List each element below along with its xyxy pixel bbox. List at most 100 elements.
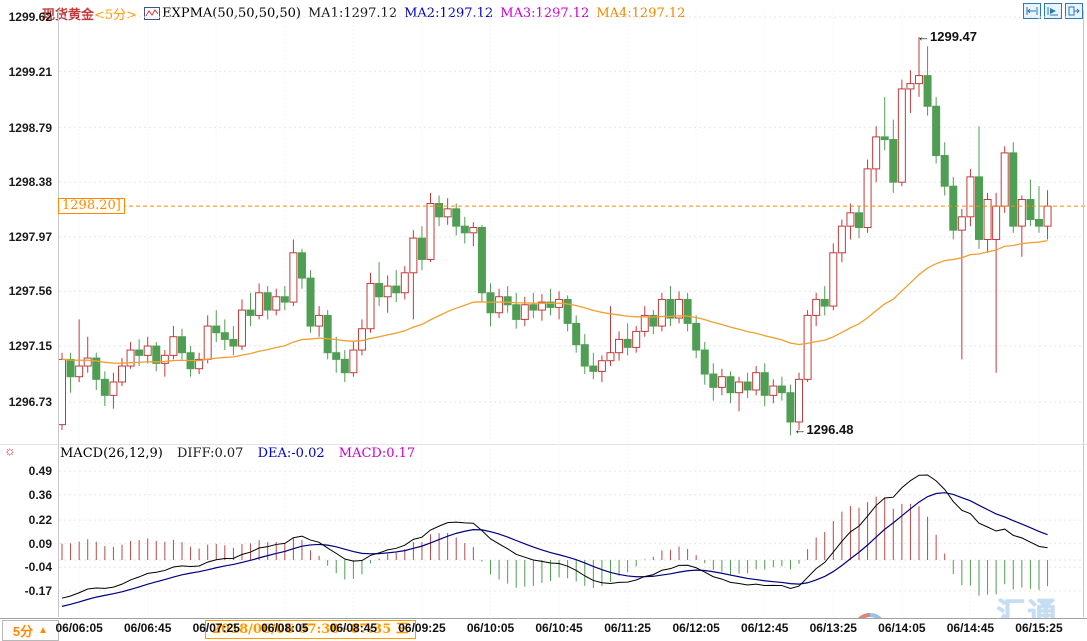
candle-body (366, 282, 375, 330)
time-tick-label: 06/12:45 (741, 621, 789, 635)
candle-body (717, 376, 726, 388)
candle-body (675, 298, 684, 319)
candle-body (100, 378, 109, 396)
exit-chart-icon[interactable] (1065, 3, 1083, 19)
macd-tick-label: 0.36 (28, 487, 52, 502)
price-tick-label: 1298.79 (8, 120, 52, 135)
candle-body (760, 372, 769, 396)
candle-body (177, 336, 186, 354)
candle-body (597, 360, 606, 372)
candle-body (443, 208, 452, 218)
candle-body (289, 252, 298, 303)
macd-diff-line (61, 474, 1048, 599)
time-tick-label: 06/11:25 (604, 621, 651, 635)
macd-legend-bar: MACD(26,12,9) DIFF:0.07 DEA:-0.02 MACD:0… (60, 446, 425, 461)
candle-body (546, 301, 555, 308)
candle-body (117, 365, 126, 383)
candle-body (143, 345, 152, 356)
candle-body (700, 349, 709, 375)
time-tick-label: 06/10:05 (466, 621, 515, 635)
candle-body (846, 212, 855, 227)
expand-chart-icon[interactable] (1044, 3, 1062, 19)
candle-body (906, 83, 915, 90)
macd-tick-label: -0.04 (24, 560, 52, 575)
candle-body (683, 298, 692, 324)
time-tick-label: 06/06:05 (55, 621, 103, 635)
time-tick-label: 06/12:05 (672, 621, 720, 635)
candle-body (837, 225, 846, 254)
macd-tick-label: 0.09 (28, 536, 52, 551)
macd-tick-label: 0.49 (28, 464, 52, 479)
candle-body (520, 304, 529, 320)
time-tick-label: 06/10:45 (535, 621, 583, 635)
candle-body (323, 314, 332, 354)
candle-body (383, 285, 392, 298)
candle-body (889, 139, 898, 183)
candle-body (743, 381, 752, 391)
candle-body (803, 314, 812, 380)
candle-body (615, 338, 624, 354)
candle-body (1017, 199, 1026, 227)
candle-body (657, 298, 666, 327)
candle-body (932, 105, 941, 157)
expma-indicator-icon (144, 6, 161, 20)
last-price-label: 1298.20] (58, 198, 125, 215)
candle-body (735, 381, 744, 394)
macd-tick-label: -0.17 (24, 583, 52, 598)
time-tick-label: 06/06:45 (124, 621, 172, 635)
candle-body (580, 344, 589, 367)
price-tick-label: 1299.62 (8, 10, 52, 24)
candle-body (315, 314, 324, 327)
time-tick-label: 06/08:05 (261, 621, 309, 635)
candle-body (820, 298, 829, 307)
candle-body (589, 365, 598, 372)
ma4-value: MA4:1297.12 (596, 5, 686, 21)
candle-body (915, 75, 923, 85)
candle-body (752, 372, 761, 391)
compress-chart-icon[interactable] (1023, 3, 1041, 19)
candle-body (417, 237, 426, 260)
candle-body (940, 155, 949, 187)
macd-diff-value: DIFF:0.07 (176, 446, 244, 461)
candle-body (375, 282, 384, 298)
candle-body (872, 136, 881, 170)
candle-body (477, 226, 486, 294)
candle-body (409, 237, 418, 274)
candle-body (126, 349, 135, 367)
time-tick-label: 06/08:45 (329, 621, 378, 635)
candle-body (195, 358, 204, 370)
candle-body (829, 252, 838, 307)
candle-body (769, 385, 778, 396)
time-tick-label: 06/15:25 (1015, 621, 1063, 635)
candle-body (66, 358, 75, 378)
candle-body (992, 205, 1001, 240)
candle-body (795, 378, 804, 423)
candle-body (709, 373, 718, 388)
candle-body (880, 136, 889, 141)
candle-body (923, 75, 932, 107)
expma-line (61, 240, 1048, 364)
candle-body (280, 296, 289, 303)
candle-body (1009, 152, 1018, 227)
macd-settings-icon[interactable]: ☼ (4, 443, 16, 458)
candle-body (503, 296, 512, 306)
candle-body (1026, 199, 1035, 220)
candle-body (83, 357, 92, 367)
period-tag: <5分> (94, 7, 138, 23)
candle-body (75, 365, 84, 378)
candle-body (949, 185, 958, 231)
candle-body (537, 301, 546, 311)
candle-body (272, 296, 281, 311)
candle-body (855, 212, 864, 228)
candle-body (306, 277, 315, 327)
candle-body (666, 298, 675, 319)
candle-body (632, 330, 641, 348)
candle-body (726, 376, 735, 394)
candle-body (169, 336, 178, 356)
candle-body (1043, 205, 1052, 227)
indicator-name: EXPMA(50,50,50,50) (162, 5, 301, 21)
candle-body (777, 385, 786, 394)
candle-body (452, 208, 461, 227)
